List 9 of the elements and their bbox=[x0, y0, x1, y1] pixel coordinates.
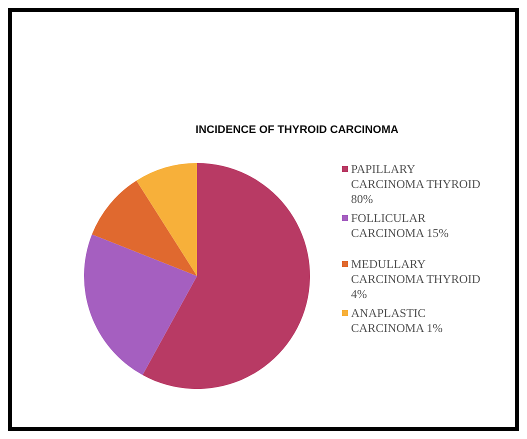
pie-slice bbox=[136, 163, 197, 276]
pie-slice bbox=[142, 163, 310, 389]
chart-title: INCIDENCE OF THYROID CARCINOMA bbox=[194, 124, 400, 136]
legend-label: FOLLICULAR CARCINOMA 15% bbox=[351, 211, 450, 241]
pie-slice bbox=[84, 234, 197, 376]
legend-label: MEDULLARY CARCINOMA THYROID 4% bbox=[351, 257, 482, 302]
legend-label: ANAPLASTIC CARCINOMA 1% bbox=[351, 306, 444, 336]
pie-slice bbox=[92, 180, 197, 276]
legend-label: PAPILLARY CARCINOMA THYROID 80% bbox=[351, 162, 482, 207]
